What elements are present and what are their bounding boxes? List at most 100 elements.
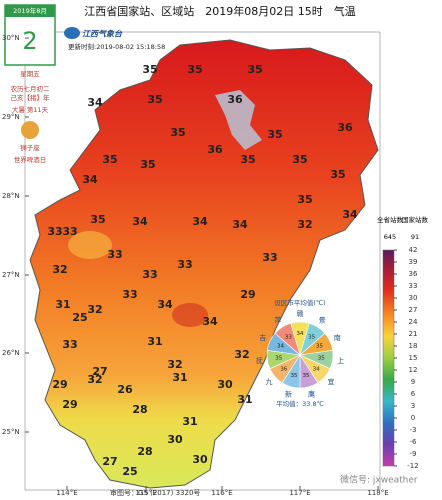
map-frame [24,31,381,491]
station-value: 35 [292,153,307,166]
color-bar-label: -12 [407,462,418,470]
pie-value: 35 [318,356,325,362]
station-value: 34 [132,215,148,228]
station-value: 36 [207,143,223,156]
color-bar-label: 15 [409,354,418,362]
station-value: 33 [262,251,277,264]
color-bar-label: 30 [409,294,418,302]
color-bar-label: 21 [409,330,418,338]
approval-number: 审图号：GS (2017) 3320号 [110,488,200,497]
station-value: 35 [102,153,117,166]
color-bar-label: 33 [409,282,418,290]
update-time: 更新时刻:2019-08-02 15:18:58 [68,42,165,51]
calendar-weekday: 星期五 [20,70,40,78]
color-bar-label: 42 [409,246,418,254]
poyang-lake [215,90,262,150]
logo-icon [64,27,80,39]
legend-count: 645 [384,233,396,241]
color-bar-label: 12 [409,366,418,374]
color-bar-label: 9 [411,378,415,386]
pie-value: 33 [285,334,292,340]
color-bar-label: -6 [410,438,418,446]
pie-average: 平均值：33.8℃ [276,399,324,408]
color-bar-label: -9 [410,450,417,458]
pie-value: 34 [313,367,320,373]
calendar-header [5,5,55,17]
station-value: 31 [147,335,162,348]
station-value: 36 [227,93,243,106]
station-value: 34 [342,208,358,221]
province-area [29,39,379,489]
station-value: 35 [140,158,155,171]
lat-tick-label: 25°N [2,428,20,436]
legend-label: 国家站数 [402,215,429,224]
station-value: 35 [240,153,255,166]
station-value: 32 [87,373,102,386]
lon-tick-label: 114°E [56,489,77,497]
lon-tick-label: 116°E [211,489,232,497]
station-value: 31 [237,393,252,406]
station-value: 28 [132,403,147,416]
pie-city: 景 [319,317,326,325]
station-value: 29 [240,288,255,301]
station-value: 36 [337,121,353,134]
station-value: 33 [62,338,77,351]
station-value: 27 [102,455,117,468]
pie-city: 赣 [297,309,304,318]
pie-city: 鹰 [308,389,315,398]
station-value: 26 [117,383,133,396]
pie-city: 抚 [256,356,263,365]
color-bar-label: 27 [409,306,418,314]
color-bar-label: 39 [409,258,418,266]
station-value: 35 [330,168,345,181]
pie-city: 吉 [259,334,266,342]
station-value: 34 [82,173,98,186]
pie-wedge [274,322,301,356]
pie-value: 36 [280,367,287,373]
color-bar-label: -3 [410,426,417,434]
station-value: 30 [217,378,233,391]
station-value: 35 [267,128,282,141]
station-value: 31 [55,298,70,311]
station-value: 32 [167,358,182,371]
station-value: 33 [122,288,137,301]
pie-city: 上 [337,356,344,365]
calendar-year: 己亥【猪】年 [11,93,51,102]
lon-tick-label: 118°E [367,489,388,497]
calendar-day: 2 [22,27,37,55]
station-value: 34 [87,96,103,109]
pie-city: 宜 [327,377,334,386]
cool-spot [68,231,112,259]
color-bar-label: 6 [411,390,416,398]
lat-tick-label: 27°N [2,271,20,279]
calendar-lunar: 农历七月初二 [11,84,51,93]
station-value: 34 [192,215,208,228]
station-value: 32 [234,348,249,361]
zodiac-icon [21,121,39,139]
station-value: 31 [172,371,187,384]
logo-name: 江西气象台 [82,30,123,39]
station-value: 34 [202,315,218,328]
calendar-month: 2019年8月 [13,6,47,15]
station-value: 35 [187,63,202,76]
station-value: 35 [90,213,105,226]
lat-tick-label: 29°N [2,113,20,121]
station-value: 35 [247,63,262,76]
station-value: 32 [297,218,312,231]
calendar-festival: 世界啤酒日 [14,155,47,164]
station-value: 30 [192,453,208,466]
hot-spot [172,303,208,327]
pie-value: 34 [297,331,304,337]
lat-tick-label: 30°N [2,34,20,42]
legend-count: 91 [411,233,419,241]
color-bar-label: 36 [409,270,418,278]
station-value: 33 [142,268,157,281]
station-value: 30 [167,433,183,446]
station-value: 35 [147,93,162,106]
station-value: 27 [92,365,107,378]
station-value: 25 [72,311,87,324]
station-value: 25 [122,465,137,478]
lon-tick-label: 115°E [135,489,156,497]
pie-city: 九 [266,377,273,386]
